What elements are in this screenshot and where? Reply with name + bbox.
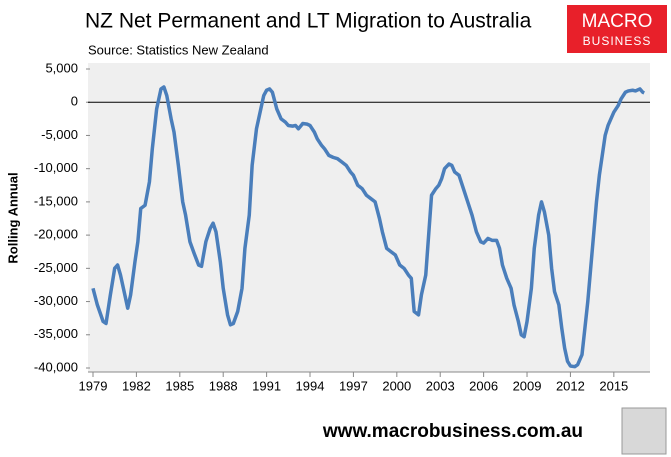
x-tick-label: 2003: [426, 378, 455, 393]
plot-area: [88, 63, 650, 372]
y-tick-label: -40,000: [34, 359, 78, 374]
x-tick-label: 1982: [122, 378, 151, 393]
y-tick-label: -25,000: [34, 260, 78, 275]
y-tick-label: -35,000: [34, 326, 78, 341]
chart-title: NZ Net Permanent and LT Migration to Aus…: [85, 10, 532, 33]
y-tick-label: -5,000: [41, 127, 78, 142]
x-tick-label: 2015: [599, 378, 628, 393]
x-tick-label: 1988: [209, 378, 238, 393]
x-tick-label: 2000: [382, 378, 411, 393]
y-tick-label: -10,000: [34, 160, 78, 175]
x-tick-label: 1985: [165, 378, 194, 393]
logo: [567, 5, 667, 53]
wolf-icon: [621, 407, 667, 455]
y-axis-label: Rolling Annual: [5, 172, 20, 263]
x-tick-label: 1997: [339, 378, 368, 393]
x-tick-label: 2012: [556, 378, 585, 393]
y-tick-label: -30,000: [34, 293, 78, 308]
data-line: [91, 85, 645, 369]
logo-top: MACRO: [582, 11, 653, 32]
y-tick-label: 0: [71, 94, 78, 109]
x-tick-label: 1979: [79, 378, 108, 393]
logo-bottom: BUSINESS: [583, 34, 652, 48]
x-tick-label: 1991: [252, 378, 281, 393]
x-tick-label: 1994: [296, 378, 325, 393]
y-tick-label: 5,000: [45, 60, 78, 75]
x-tick-label: 2009: [513, 378, 542, 393]
y-tick-label: -15,000: [34, 193, 78, 208]
footer-url: www.macrobusiness.com.au: [322, 421, 583, 442]
chart-subtitle: Source: Statistics New Zealand: [88, 42, 269, 57]
y-tick-label: -20,000: [34, 227, 78, 242]
x-tick-label: 2006: [469, 378, 498, 393]
